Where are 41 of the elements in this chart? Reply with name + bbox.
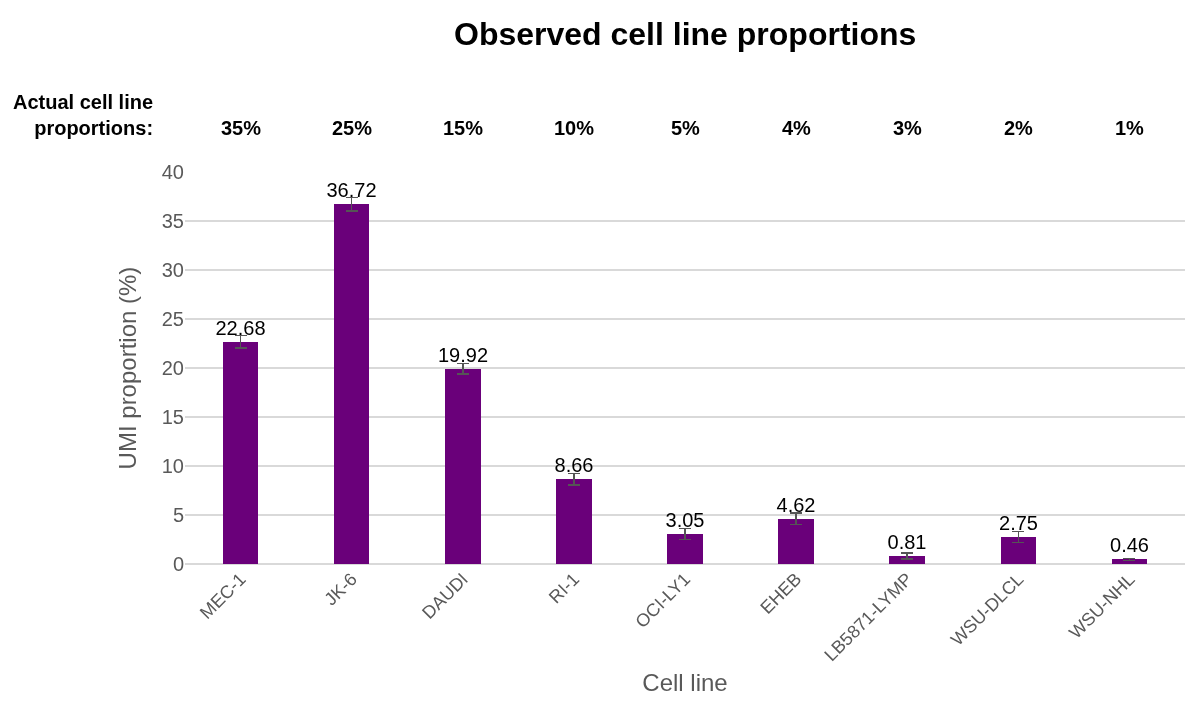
bar: [778, 519, 814, 564]
data-label: 4.62: [776, 494, 816, 516]
bar: [1001, 537, 1036, 564]
y-tick-label: 25: [161, 308, 184, 330]
bar: [445, 369, 481, 564]
bar: [667, 534, 703, 564]
y-axis-title: UMI proportion (%): [113, 266, 141, 470]
bar: [223, 342, 258, 564]
y-tick-label: 15: [161, 406, 184, 428]
text: 5%: [671, 117, 701, 139]
y-tick-label: 20: [161, 357, 184, 379]
y-tick-label: 10: [161, 455, 184, 477]
data-label: 3.05: [665, 509, 705, 531]
y-tick-label: 30: [161, 259, 184, 281]
data-label: 19.92: [437, 344, 489, 366]
y-tick-label: 35: [161, 210, 184, 232]
bar: [1112, 559, 1147, 564]
y-tick-label: 5: [172, 504, 184, 526]
text: 15%: [443, 117, 484, 139]
text: 35%: [221, 117, 262, 139]
data-label: 8.66: [554, 454, 594, 476]
text: 25%: [332, 117, 373, 139]
text: 4%: [782, 117, 812, 139]
y-tick-label: 40: [161, 161, 184, 183]
text: 2%: [1004, 117, 1034, 139]
data-label: 0.81: [887, 531, 927, 553]
text: 3%: [893, 117, 923, 139]
data-label: 22.68: [215, 317, 266, 339]
data-label: 2.75: [999, 512, 1038, 534]
x-tick-label: RI-1: [544, 569, 584, 608]
text: 1%: [1115, 117, 1145, 139]
bar: [334, 204, 369, 564]
y-tick-label: 0: [172, 553, 184, 575]
data-label: 36.72: [326, 179, 377, 201]
x-axis-title: Cell line: [642, 669, 728, 697]
text: 10%: [554, 117, 595, 139]
text: Actual cell line proportions:: [13, 91, 154, 139]
chart-title: Observed cell line proportions: [454, 16, 917, 52]
bar: [889, 556, 925, 564]
bar: [556, 479, 592, 564]
data-label: 0.46: [1110, 534, 1149, 556]
